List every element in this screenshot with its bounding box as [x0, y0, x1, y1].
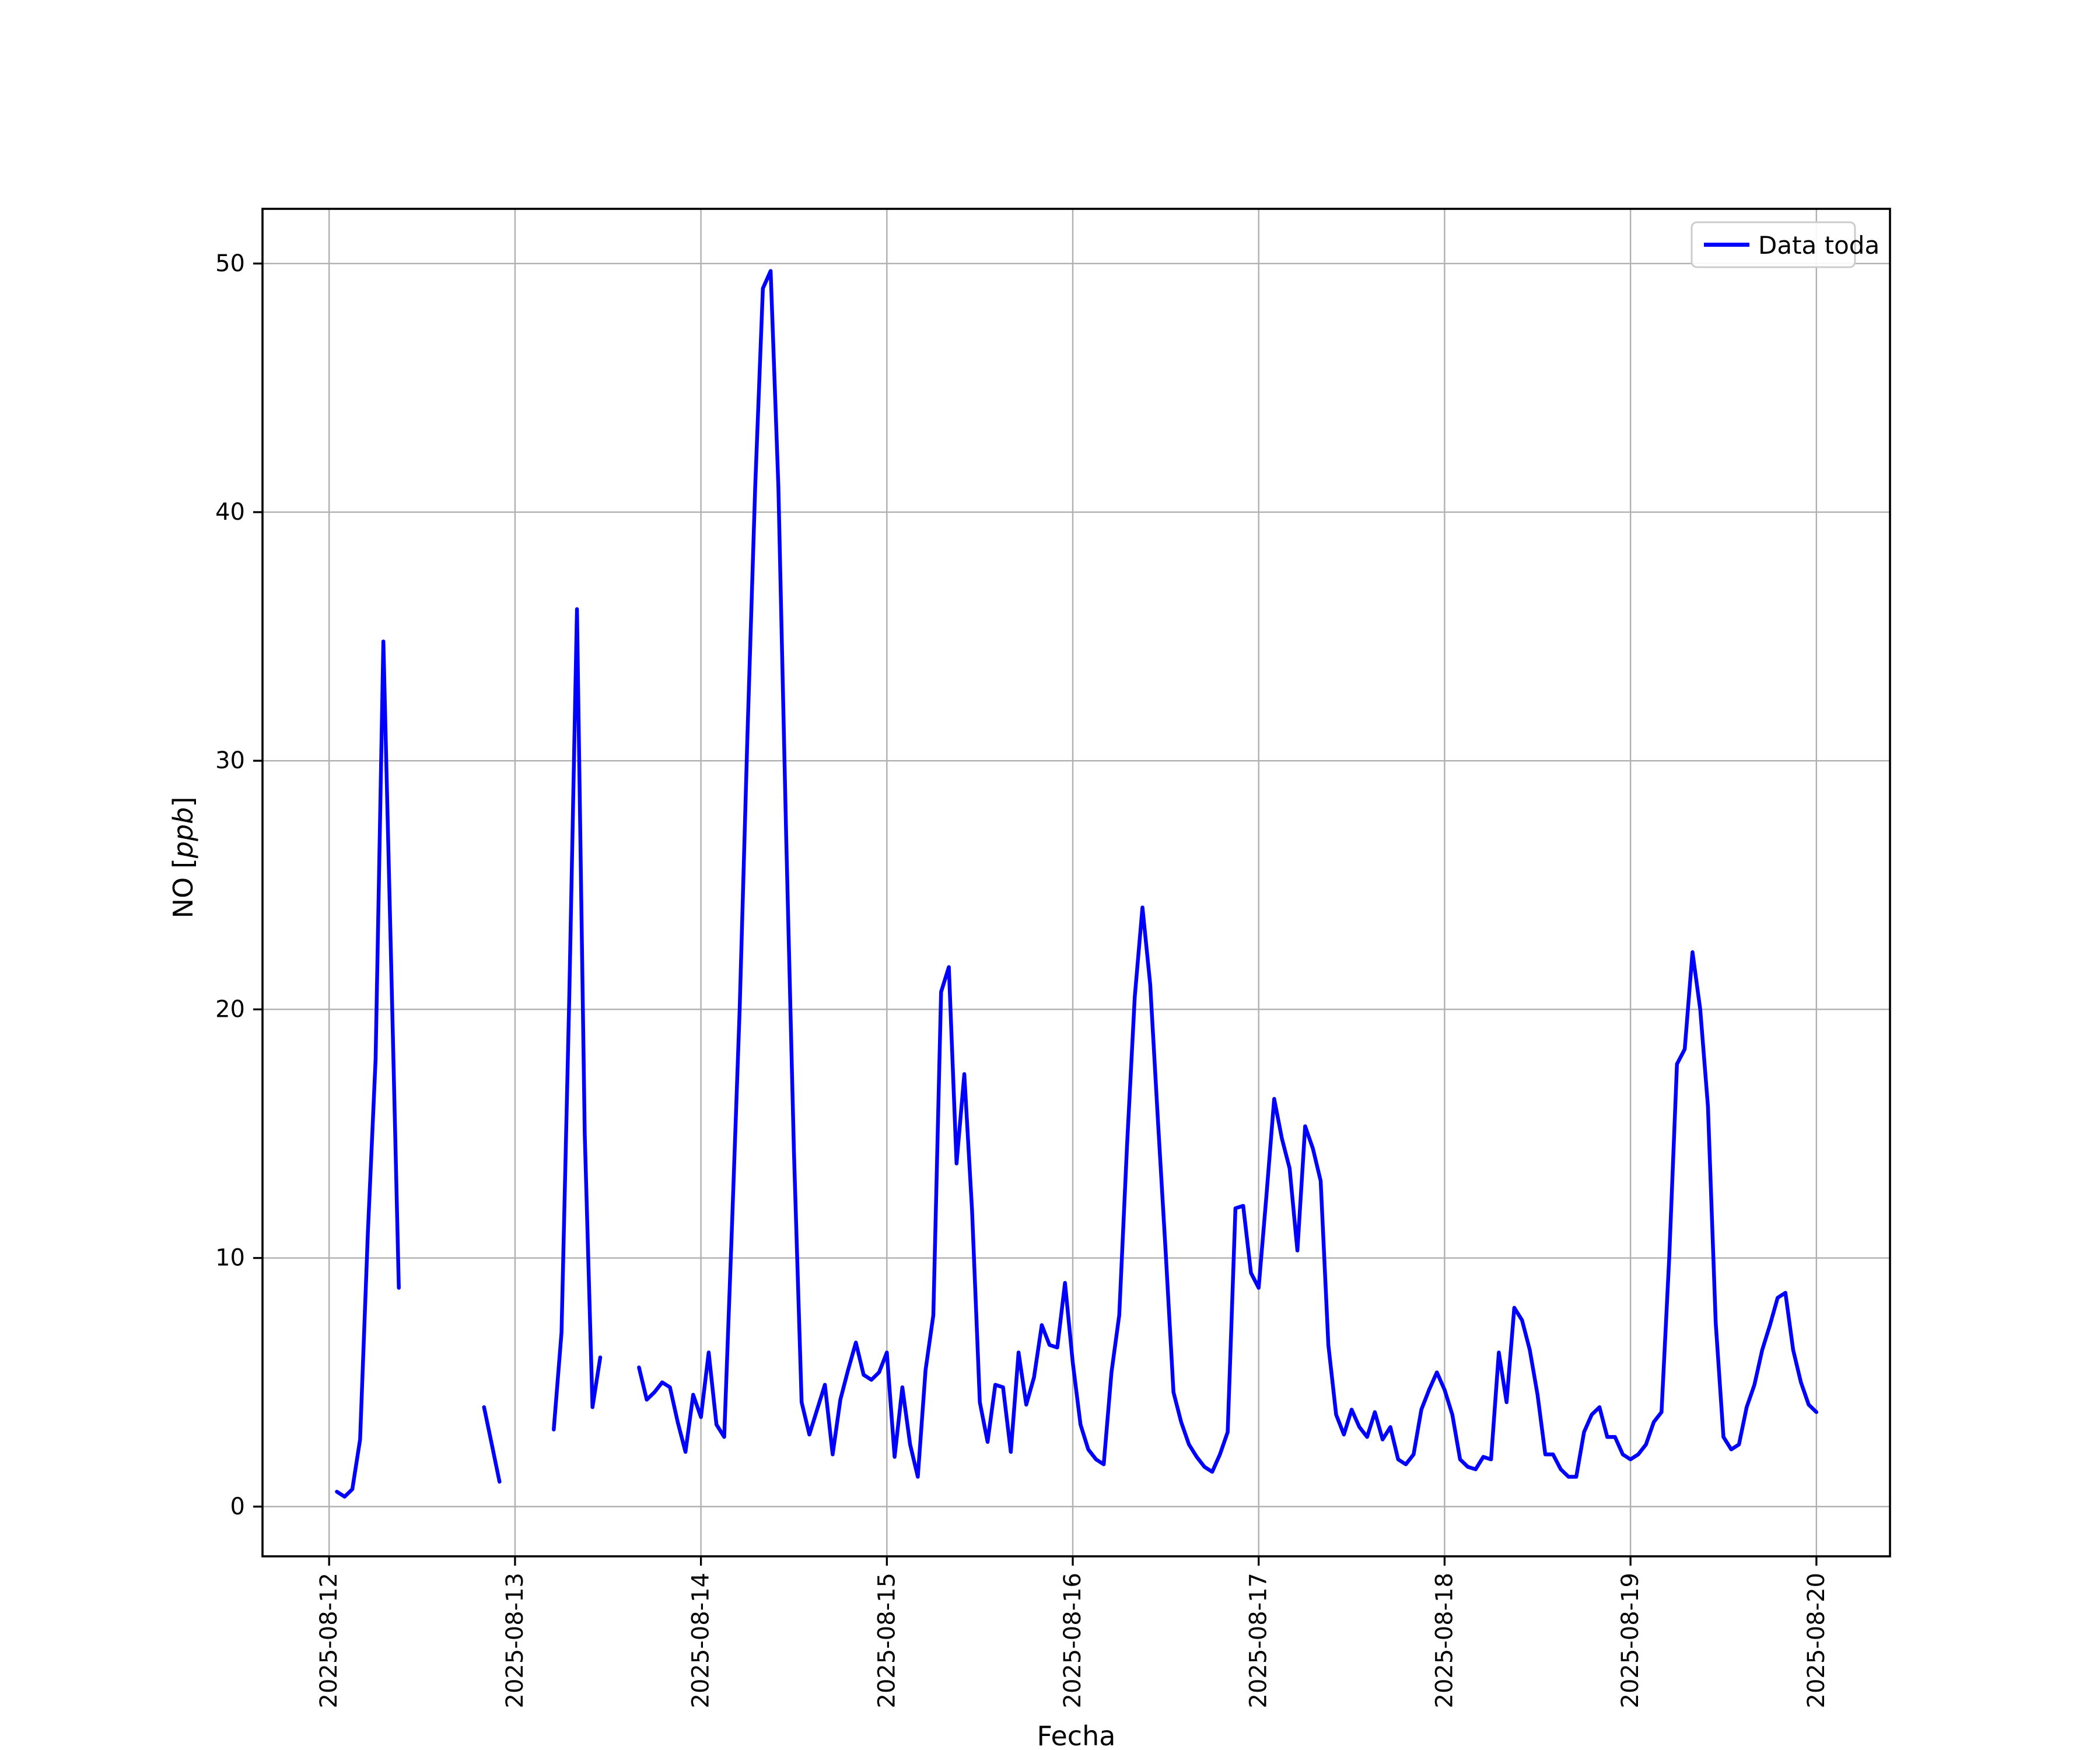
y-tick-label: 50: [215, 250, 245, 277]
y-axis-label: NO [ppb]: [167, 797, 199, 919]
legend-box: [1690, 221, 1856, 268]
legend: Data toda: [1690, 221, 1880, 268]
plot-border: [261, 208, 1891, 1558]
y-tick-label: 30: [215, 747, 245, 774]
y-tick-label: 20: [215, 996, 245, 1023]
x-tick-label: 2025-08-12: [316, 1573, 342, 1708]
data-line: [552, 607, 603, 1432]
legend-label: Data toda: [1758, 231, 1880, 260]
x-tick-label: 2025-08-17: [1245, 1573, 1272, 1708]
x-tick-label: 2025-08-19: [1617, 1573, 1644, 1708]
x-tick-label: 2025-08-15: [873, 1573, 900, 1708]
y-tick-label: 40: [215, 499, 245, 526]
x-axis-label: Fecha: [1037, 1720, 1116, 1750]
data-line: [335, 639, 401, 1499]
y-tick-label: 0: [230, 1493, 245, 1520]
y-tick-label: 10: [215, 1245, 245, 1272]
x-tick-label: 2025-08-16: [1059, 1573, 1086, 1708]
x-tick-labels: 2025-08-12 2025-08-13 2025-08-14 2025-08-15…: [316, 1573, 1830, 1708]
x-tick-label: 2025-08-18: [1431, 1573, 1458, 1708]
x-tick-label: 2025-08-20: [1803, 1573, 1830, 1708]
data-line-series: [335, 269, 1819, 1499]
data-line: [637, 269, 1819, 1479]
x-tick-label: 2025-08-13: [502, 1573, 528, 1708]
data-line: [482, 1405, 502, 1484]
x-tick-label: 2025-08-14: [688, 1573, 715, 1708]
tick-marks: [253, 262, 1818, 1566]
gridlines: [262, 209, 1890, 1556]
y-tick-labels: 0 10 20 30 40 50: [215, 250, 245, 1520]
